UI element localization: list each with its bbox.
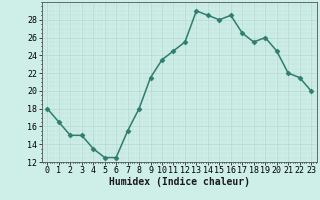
X-axis label: Humidex (Indice chaleur): Humidex (Indice chaleur) <box>109 177 250 187</box>
